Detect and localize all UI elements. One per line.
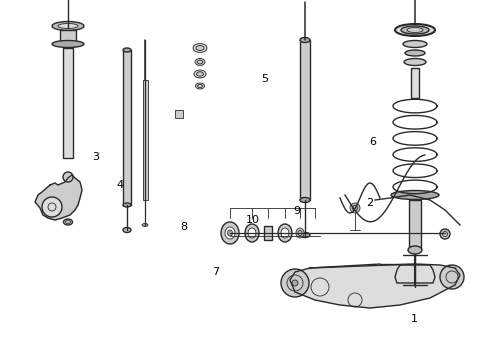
Bar — [175, 110, 183, 118]
Polygon shape — [395, 265, 435, 283]
Ellipse shape — [248, 228, 256, 238]
Ellipse shape — [64, 219, 73, 225]
Text: 2: 2 — [367, 198, 373, 208]
Bar — [60, 30, 76, 44]
Ellipse shape — [300, 37, 310, 42]
Ellipse shape — [407, 27, 423, 32]
Bar — [63, 48, 73, 158]
Ellipse shape — [405, 50, 425, 56]
Ellipse shape — [52, 40, 84, 48]
Ellipse shape — [58, 23, 78, 28]
Ellipse shape — [391, 190, 439, 199]
Ellipse shape — [194, 70, 206, 78]
Bar — [300, 40, 310, 200]
Ellipse shape — [403, 40, 427, 48]
Polygon shape — [290, 264, 460, 308]
Ellipse shape — [245, 224, 259, 242]
Ellipse shape — [52, 22, 84, 31]
Ellipse shape — [300, 198, 310, 202]
Text: 6: 6 — [369, 137, 376, 147]
Text: 10: 10 — [245, 215, 259, 225]
Text: 9: 9 — [293, 206, 300, 216]
Ellipse shape — [278, 224, 292, 242]
Bar — [411, 68, 419, 98]
Ellipse shape — [440, 229, 450, 239]
Circle shape — [292, 280, 298, 286]
Polygon shape — [35, 175, 82, 220]
Ellipse shape — [196, 83, 204, 89]
Text: 4: 4 — [117, 180, 123, 190]
Circle shape — [63, 172, 73, 182]
Ellipse shape — [401, 26, 429, 34]
Ellipse shape — [395, 24, 435, 36]
Text: 8: 8 — [180, 222, 187, 232]
Bar — [409, 200, 421, 250]
Ellipse shape — [195, 58, 205, 66]
Bar — [123, 50, 131, 205]
Bar — [143, 80, 147, 200]
Text: 7: 7 — [212, 267, 219, 277]
Ellipse shape — [408, 246, 422, 254]
Text: 3: 3 — [92, 152, 99, 162]
Ellipse shape — [227, 230, 232, 236]
Ellipse shape — [300, 233, 310, 238]
Text: 5: 5 — [261, 74, 268, 84]
Ellipse shape — [225, 227, 235, 239]
Ellipse shape — [221, 222, 239, 244]
Circle shape — [440, 265, 464, 289]
Ellipse shape — [296, 228, 304, 238]
Ellipse shape — [404, 58, 426, 66]
Text: 1: 1 — [411, 314, 417, 324]
Ellipse shape — [123, 48, 131, 52]
Circle shape — [281, 269, 309, 297]
Ellipse shape — [142, 224, 148, 226]
Circle shape — [350, 203, 360, 213]
Circle shape — [42, 197, 62, 217]
Bar — [264, 226, 272, 240]
Ellipse shape — [123, 203, 131, 207]
Ellipse shape — [281, 228, 289, 238]
Ellipse shape — [193, 44, 207, 53]
Ellipse shape — [123, 228, 131, 233]
